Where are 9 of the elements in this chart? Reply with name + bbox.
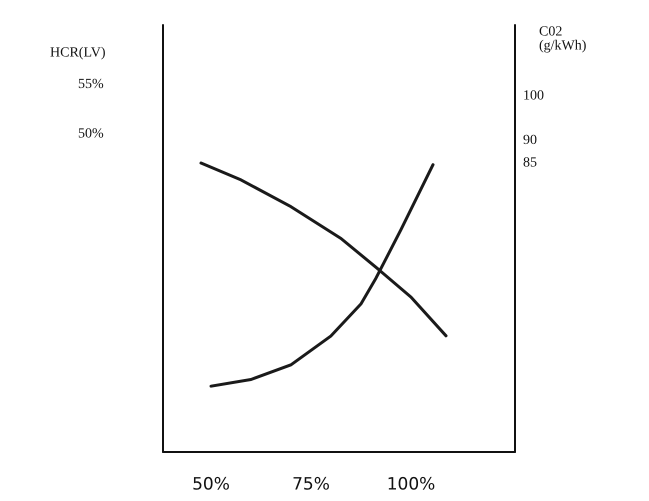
y-tick-label: 55% (78, 77, 104, 92)
y2-axis-title: C02 (g/kWh) (539, 24, 587, 54)
x-tick-label: 50% (192, 474, 230, 494)
x-tick-label: 75% (292, 474, 330, 494)
x-tick-label: 100% (386, 474, 436, 494)
y2-tick-label: 100 (523, 88, 544, 104)
y2-tick-label: 85 (523, 155, 537, 170)
y2-tick-label: 90 (523, 133, 537, 148)
y-axis-title: HCR(LV) (50, 46, 106, 60)
